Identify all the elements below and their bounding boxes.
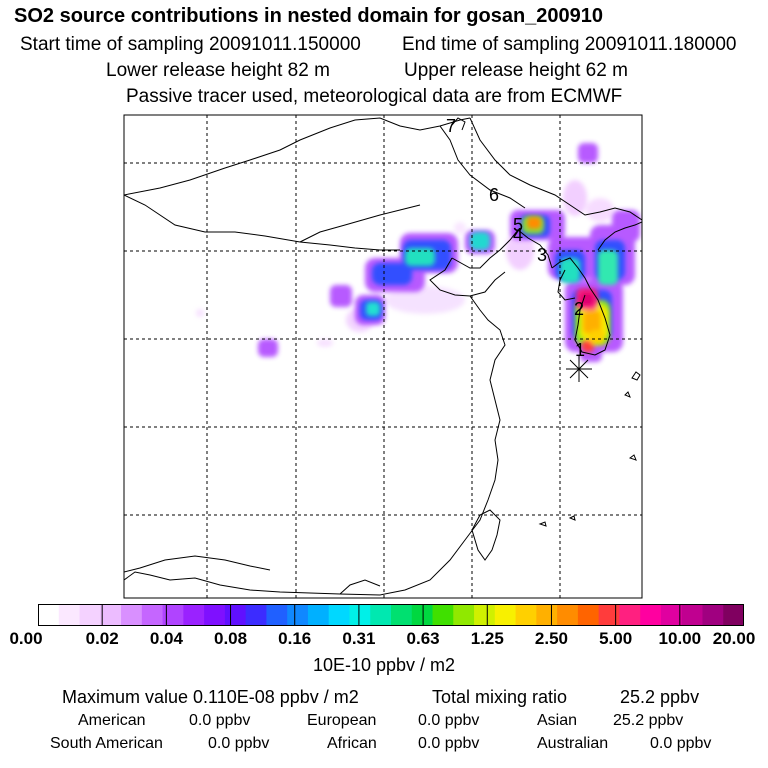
european-label: European (307, 712, 377, 729)
colorbar-swatch (370, 604, 392, 626)
end-time: End time of sampling 20091011.180000 (402, 34, 737, 55)
grid-lines (124, 115, 642, 598)
coastline (124, 117, 642, 596)
colorbar-swatch (307, 604, 330, 626)
max-value: Maximum value 0.110E-08 ppbv / m2 (62, 687, 359, 707)
colorbar-tick-label: 20.00 (712, 629, 756, 648)
colorbar-swatch (266, 604, 288, 626)
colorbar-tick-label: 0.04 (149, 629, 183, 648)
colorbar-swatch (598, 604, 620, 626)
colorbar-swatch (58, 604, 81, 626)
colorbar-swatch (536, 604, 558, 626)
receptor-marker-icon (566, 356, 592, 382)
colorbar-tick-label: 0.08 (213, 629, 248, 648)
colorbar-swatch (515, 604, 537, 626)
colorbar-swatch (245, 604, 267, 626)
australian-label: Australian (537, 735, 609, 752)
station-label-5: 5 (513, 215, 523, 235)
south-american-label: South American (50, 735, 163, 752)
colorbar-swatch (183, 604, 205, 626)
colorbar-swatch (79, 604, 101, 626)
colorbar-swatch (702, 604, 724, 626)
australian-value: 0.0 ppbv (650, 735, 712, 752)
american-value: 0.0 ppbv (189, 712, 251, 729)
colorbar-swatch (432, 604, 454, 626)
colorbar-tick-label: 5.00 (599, 629, 633, 648)
colorbar-tick-label: 0.16 (278, 629, 312, 648)
map-frame (123, 114, 643, 599)
upper-release-height: Upper release height 62 m (404, 60, 628, 81)
colorbar-swatch (577, 604, 600, 626)
tracer-note: Passive tracer used, meteorological data… (126, 86, 623, 107)
european-value: 0.0 ppbv (418, 712, 480, 729)
colorbar-swatch (474, 604, 496, 626)
colorbar-swatch (349, 604, 371, 626)
colorbar-swatch (723, 604, 744, 626)
colorbar-tick-label: 0.02 (85, 629, 119, 648)
colorbar-border (38, 604, 744, 626)
colorbar-swatch (328, 604, 350, 626)
colorbar-swatch (100, 604, 122, 626)
colorbar-tick-label: 0.31 (342, 629, 376, 648)
station-label-2: 2 (574, 299, 584, 319)
american-label: American (78, 712, 146, 729)
lower-release-height: Lower release height 82 m (106, 60, 330, 81)
colorbar-swatch (38, 604, 60, 626)
page-title: SO2 source contributions in nested domai… (14, 5, 604, 27)
plume-layer (124, 115, 642, 598)
colorbar-swatch (287, 604, 309, 626)
start-time: Start time of sampling 20091011.150000 (20, 34, 361, 55)
colorbar-swatch (162, 604, 184, 626)
colorbar-swatch (619, 604, 641, 626)
colorbar-swatch (411, 604, 434, 626)
colorbar-swatch (681, 604, 703, 626)
colorbar-swatch (391, 604, 413, 626)
total-mixing-label: Total mixing ratio (432, 687, 568, 707)
colorbar-swatch (224, 604, 247, 626)
station-label-7: 7 (446, 116, 456, 136)
colorbar-swatch (453, 604, 475, 626)
colorbar-swatch (640, 604, 662, 626)
colorbar-swatch (121, 604, 143, 626)
total-mixing-value: 25.2 ppbv (620, 687, 700, 707)
colorbar-swatch (204, 604, 226, 626)
colorbar-swatch (494, 604, 517, 626)
colorbar-tick-label: 2.50 (534, 629, 568, 648)
colorbar-tick-label: 1.25 (470, 629, 504, 648)
colorbar-swatch (557, 604, 579, 626)
asian-label: Asian (537, 712, 578, 729)
asian-value: 25.2 ppbv (613, 712, 684, 729)
colorbar-tick-label: 0.63 (406, 629, 440, 648)
colorbar-tick-label: 10.00 (658, 629, 702, 648)
station-label-1: 1 (575, 340, 585, 360)
colorbar-swatch (141, 604, 164, 626)
station-label-4: 4 (513, 225, 523, 245)
african-label: African (327, 735, 377, 752)
station-label-6: 6 (489, 185, 499, 205)
station-label-3: 3 (537, 245, 547, 265)
colorbar (38, 604, 744, 626)
south-american-value: 0.0 ppbv (208, 735, 270, 752)
colorbar-tick-label: 0.00 (9, 629, 43, 648)
african-value: 0.0 ppbv (418, 735, 480, 752)
colorbar-swatch (660, 604, 683, 626)
colorbar-unit: 10E-10 ppbv / m2 (312, 655, 456, 675)
